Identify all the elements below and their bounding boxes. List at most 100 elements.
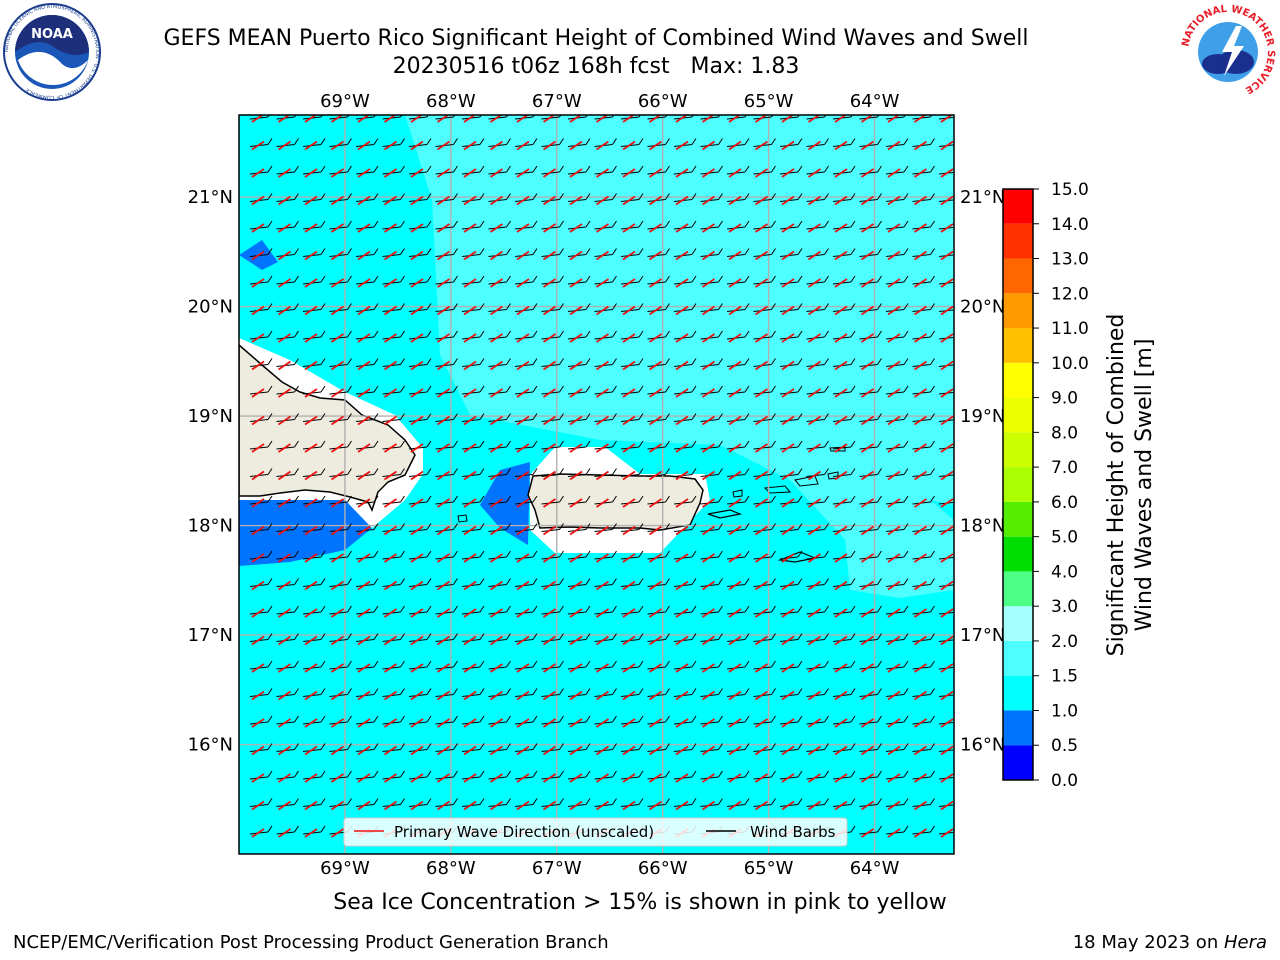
- colorbar-tick-label: 7.0: [1051, 458, 1078, 478]
- barb-glyph: [408, 358, 432, 371]
- colorbar: [1003, 189, 1033, 780]
- barb-glyph: [620, 440, 644, 453]
- barb-glyph: [302, 385, 326, 398]
- barb-glyph: [567, 220, 591, 233]
- barb-glyph: [249, 633, 273, 646]
- barb-glyph: [912, 330, 935, 343]
- barb-glyph: [302, 770, 326, 783]
- colorbar-band: [1003, 606, 1033, 641]
- barb-glyph: [885, 330, 909, 343]
- lat-tick-right: 21°N: [960, 187, 1005, 208]
- barb-glyph: [276, 165, 299, 178]
- barb-glyph: [249, 578, 273, 591]
- barb-glyph: [647, 440, 670, 453]
- barb-glyph: [753, 633, 776, 646]
- barb-glyph: [514, 385, 538, 398]
- barb-glyph: [488, 770, 511, 783]
- barb-glyph: [249, 138, 273, 151]
- barb-glyph: [726, 550, 750, 563]
- barb-glyph: [885, 523, 909, 536]
- barb-glyph: [594, 688, 617, 701]
- barb-glyph: [355, 138, 379, 151]
- barb-glyph: [382, 633, 405, 646]
- barb-glyph: [302, 413, 326, 426]
- barb-glyph: [302, 825, 326, 838]
- barb-glyph: [435, 688, 458, 701]
- barb-glyph: [726, 523, 750, 536]
- barb-glyph: [726, 165, 750, 178]
- barb-glyph: [461, 660, 485, 673]
- barb-glyph: [647, 193, 670, 206]
- barb-glyph: [382, 440, 405, 453]
- barb-glyph: [832, 193, 856, 206]
- barb-glyph: [806, 770, 829, 783]
- lat-tick-left: 20°N: [188, 297, 233, 318]
- barb-glyph: [753, 138, 776, 151]
- barb-glyph: [673, 165, 697, 178]
- barb-glyph: [408, 578, 432, 591]
- barb-glyph: [594, 578, 617, 591]
- barb-glyph: [594, 550, 617, 563]
- barb-glyph: [620, 798, 644, 811]
- barb-glyph: [249, 385, 273, 398]
- barb-glyph: [859, 330, 882, 343]
- colorbar-label-line1: Significant Height of Combined: [1104, 314, 1129, 657]
- barb-glyph: [541, 523, 564, 536]
- barb-glyph: [302, 358, 326, 371]
- barb-glyph: [488, 165, 511, 178]
- barb-glyph: [620, 715, 644, 728]
- barb-glyph: [541, 220, 564, 233]
- lon-tick-top: 64°W: [850, 91, 900, 112]
- barb-glyph: [276, 220, 299, 233]
- barb-glyph: [488, 138, 511, 151]
- barb-glyph: [912, 165, 935, 178]
- barb-glyph: [912, 770, 935, 783]
- barb-glyph: [673, 275, 697, 288]
- barb-glyph: [329, 798, 352, 811]
- barb-glyph: [488, 633, 511, 646]
- barb-glyph: [461, 523, 485, 536]
- barb-glyph: [276, 688, 299, 701]
- barb-glyph: [912, 660, 935, 673]
- barb-glyph: [753, 770, 776, 783]
- barb-glyph: [567, 743, 591, 756]
- map-frame: [238, 114, 955, 855]
- barb-glyph: [673, 358, 697, 371]
- barb-glyph: [885, 440, 909, 453]
- barb-glyph: [885, 193, 909, 206]
- barb-glyph: [461, 358, 485, 371]
- barb-glyph: [514, 688, 538, 701]
- barb-glyph: [594, 633, 617, 646]
- barb-glyph: [726, 660, 750, 673]
- wind-barbs-and-wave-arrows: [249, 115, 954, 838]
- barb-glyph: [408, 220, 432, 233]
- barb-glyph: [276, 385, 299, 398]
- barb-glyph: [302, 468, 326, 481]
- barb-glyph: [514, 633, 538, 646]
- lon-tick-bottom: 66°W: [638, 858, 688, 879]
- barb-glyph: [355, 715, 379, 728]
- barb-glyph: [753, 523, 776, 536]
- barb-glyph: [567, 248, 591, 261]
- barb-glyph: [594, 248, 617, 261]
- barb-glyph: [567, 440, 591, 453]
- barb-glyph: [673, 578, 697, 591]
- barb-glyph: [673, 193, 697, 206]
- barb-glyph: [700, 413, 723, 426]
- barb-glyph: [355, 605, 379, 618]
- barb-glyph: [885, 138, 909, 151]
- barb-glyph: [461, 550, 485, 563]
- barb-glyph: [249, 248, 273, 261]
- barb-glyph: [912, 358, 935, 371]
- barb-glyph: [541, 550, 564, 563]
- barb-glyph: [779, 660, 803, 673]
- barb-glyph: [832, 798, 856, 811]
- barb-glyph: [753, 440, 776, 453]
- barb-glyph: [806, 248, 829, 261]
- field-band-low-hispaniola: [239, 500, 372, 566]
- barb-glyph: [700, 468, 723, 481]
- colorbar-tick-label: 13.0: [1051, 250, 1089, 270]
- barb-glyph: [461, 770, 485, 783]
- barb-glyph: [726, 798, 750, 811]
